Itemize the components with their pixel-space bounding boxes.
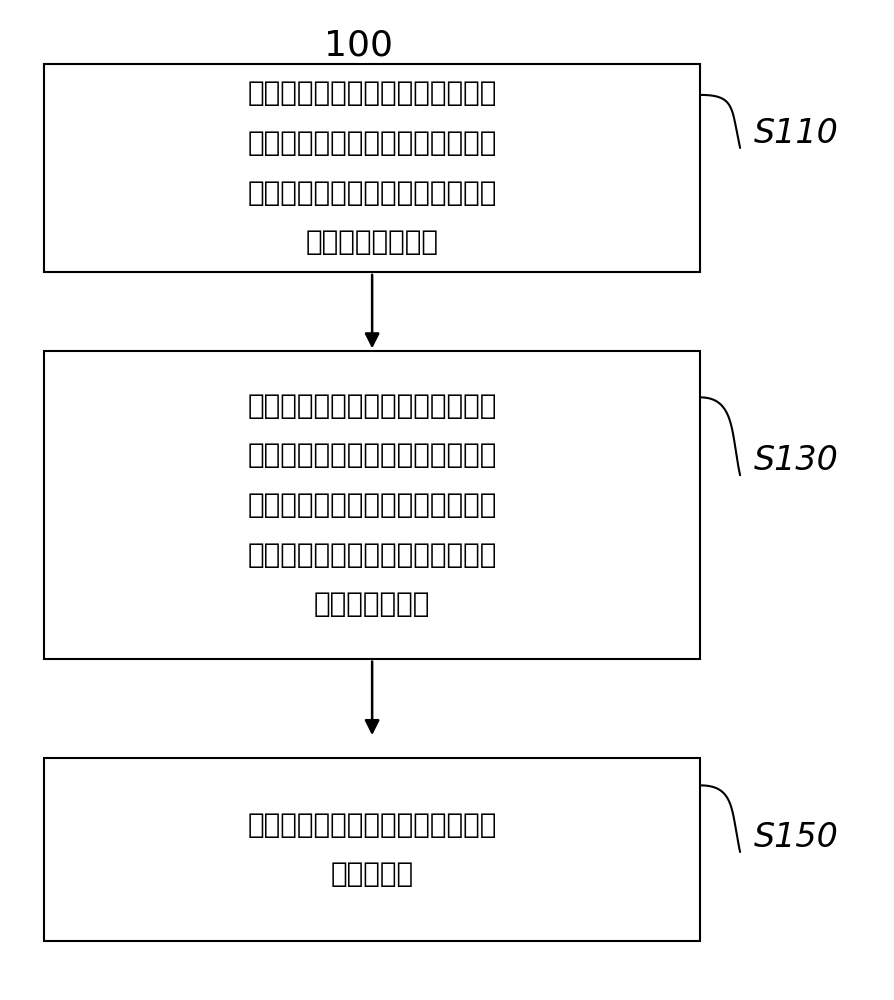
Text: S130: S130 <box>753 444 838 477</box>
Text: 100: 100 <box>324 29 392 63</box>
Text: 对针对计量螺旋的精秤流量自整定: 对针对计量螺旋的精秤流量自整定 <box>247 79 496 107</box>
Bar <box>44 64 699 272</box>
Text: 根据精秤流量整定值、精秤流量记: 根据精秤流量整定值、精秤流量记 <box>247 392 496 420</box>
Text: 值、计量误差记录值和精稀流量整: 值、计量误差记录值和精稀流量整 <box>247 179 496 207</box>
Bar <box>44 758 699 941</box>
Text: 定间隔进行初始化: 定间隔进行初始化 <box>305 228 438 256</box>
Text: 的精秤流量整定值、精秤流量记录: 的精秤流量整定值、精秤流量记录 <box>247 129 496 157</box>
Text: 自整定，以得到计量螺旋的精秤流: 自整定，以得到计量螺旋的精秤流 <box>247 541 496 569</box>
Text: 根据目标整定值对计量螺旋进行流: 根据目标整定值对计量螺旋进行流 <box>247 811 496 839</box>
Text: 录值、计量误差记录值和精稀流量: 录值、计量误差记录值和精稀流量 <box>247 441 496 469</box>
Text: 量闭环控制: 量闭环控制 <box>330 860 413 888</box>
Text: 整定间隔对计量螺旋进行精秤流量: 整定间隔对计量螺旋进行精秤流量 <box>247 491 496 519</box>
Bar <box>44 351 699 659</box>
Text: S110: S110 <box>753 117 838 150</box>
Text: 量的目标整定值: 量的目标整定值 <box>314 590 430 618</box>
Text: S150: S150 <box>753 821 838 854</box>
